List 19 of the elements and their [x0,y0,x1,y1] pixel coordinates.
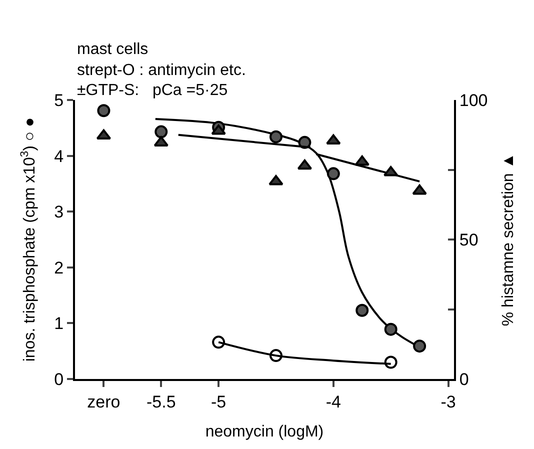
y-tick-label: 3 [54,202,64,222]
y-tick-label: 0 [54,370,64,389]
y2-tick-label: 0 [459,370,469,389]
y-tick-label: 2 [54,258,64,278]
x-tick-label: -5 [210,392,226,412]
y2-axis-title: % histamne secretion ▲ [500,152,517,326]
x-tick-label: zero [87,392,120,412]
x-axis-title: neomycin (logM) [205,424,324,441]
y-tick-label: 1 [54,314,64,334]
y2-tick-label: 50 [459,230,478,250]
x-tick-label: -3 [440,392,456,412]
text: mast cells [77,41,148,58]
text: strept-O : antimycin etc. [77,62,246,79]
x-tick-label: -5.5 [146,392,176,412]
y-tick-label: 5 [54,90,64,110]
y2-tick-label: 100 [459,90,488,110]
text: ±GTP-S: pCa =5·25 [77,82,228,99]
x-tick-label: -4 [326,392,341,412]
y-tick-label: 4 [54,146,64,166]
